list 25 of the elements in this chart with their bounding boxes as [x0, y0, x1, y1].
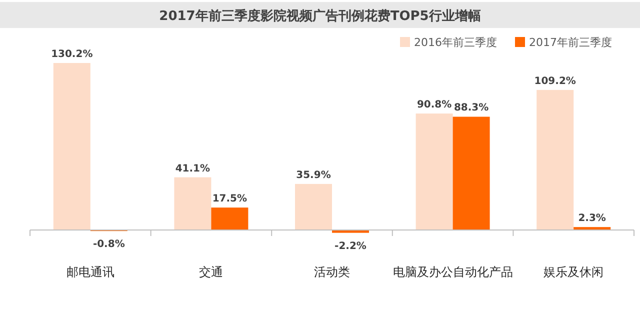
bar	[536, 90, 574, 230]
data-label: 17.5%	[212, 194, 248, 205]
bar	[174, 177, 212, 230]
data-label: 35.9%	[296, 170, 331, 181]
data-label: 88.3%	[454, 102, 489, 114]
bar	[211, 208, 248, 230]
data-label: 41.1%	[175, 163, 210, 174]
x-tick-label: 活动类	[314, 265, 350, 279]
x-tick-label: 电脑及办公自动化产品	[392, 265, 513, 279]
legend-label: 2016年前三季度	[414, 36, 497, 49]
chart-title: 2017年前三季度影院视频广告刊例花费TOP5行业增幅	[159, 8, 481, 24]
bar	[295, 184, 332, 230]
bar	[416, 114, 453, 230]
x-tick-label: 邮电通讯	[66, 265, 114, 279]
legend-label: 2017年前三季度	[529, 36, 612, 49]
data-label: 109.2%	[534, 76, 576, 87]
bar	[53, 63, 90, 230]
x-tick-label: 交通	[199, 265, 224, 279]
data-label: -0.8%	[92, 239, 125, 250]
bar	[452, 116, 490, 230]
data-label: -2.2%	[334, 240, 366, 252]
x-tick-label: 娱乐及休闲	[544, 265, 604, 279]
data-label: 90.8%	[416, 100, 452, 111]
data-label: 2.3%	[578, 213, 606, 224]
data-label: 130.2%	[51, 49, 93, 60]
